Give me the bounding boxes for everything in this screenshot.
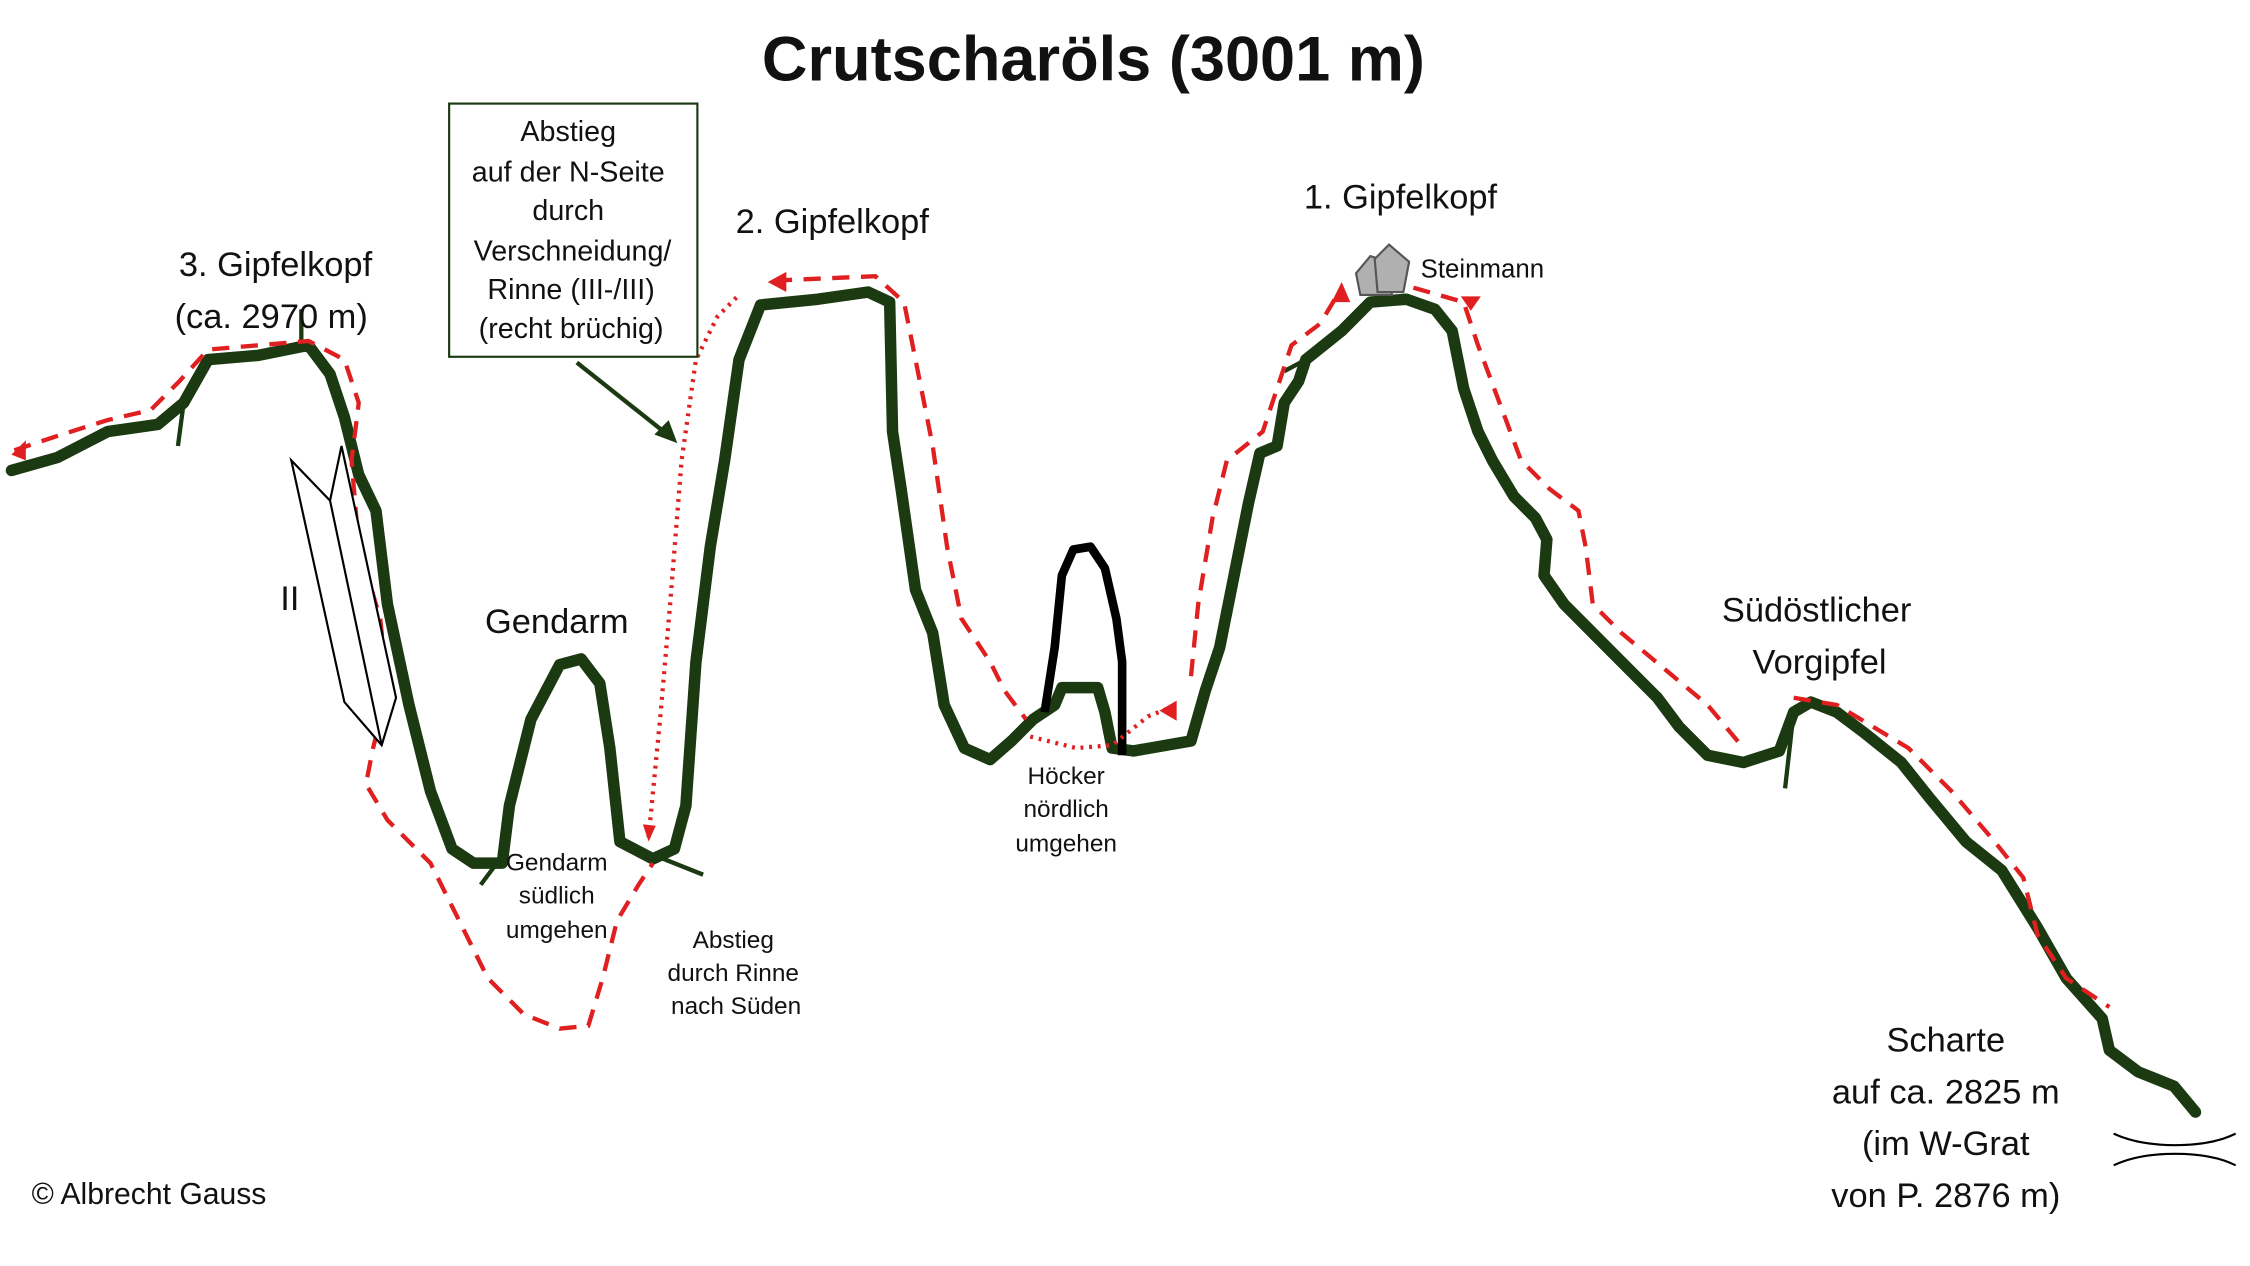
grade-label: II	[280, 580, 299, 618]
cairn-icon	[1354, 243, 1411, 296]
copyright: © Albrecht Gauss	[32, 1178, 267, 1211]
hump-bypass-note: nördlich	[1023, 796, 1108, 823]
pitch-marker-icon	[289, 445, 398, 748]
gendarm-bypass-note: Gendarm	[506, 849, 608, 876]
callout-line: durch	[532, 195, 604, 227]
callout-line: Abstieg	[520, 116, 616, 148]
route-dashed-3	[1188, 285, 2111, 1009]
descent-gully-note: Abstieg	[693, 927, 774, 954]
callout-line: (recht brüchig)	[479, 313, 664, 345]
route-dotted-north	[646, 293, 741, 838]
callout-arrowhead-icon	[654, 420, 678, 444]
callout-arrow	[575, 360, 669, 437]
callout-text: Abstieg auf der N-Seite durch Verschneid…	[472, 116, 672, 345]
ridge-line	[5, 286, 2202, 1118]
ridge-spikes	[175, 309, 1796, 887]
subsummit-label: Südöstlicher	[1722, 591, 1911, 629]
callout-line: Verschneidung/	[474, 235, 672, 267]
gendarm-label: Gendarm	[485, 603, 629, 641]
col-label: von P. 2876 m)	[1831, 1177, 2060, 1215]
hump-outline	[1040, 542, 1127, 756]
cairn-label: Steinmann	[1421, 256, 1544, 284]
route-dashed-2	[774, 274, 1028, 721]
callout-box	[448, 102, 699, 358]
col-label: auf ca. 2825 m	[1832, 1073, 2060, 1111]
peak3-elevation: (ca. 2970 m)	[175, 298, 368, 336]
callout-line: auf der N-Seite	[472, 156, 665, 188]
callout-line: Rinne (III-/III)	[487, 274, 654, 306]
peak3-label: 3. Gipfelkopf	[179, 246, 373, 284]
hump-bypass-note: Höcker	[1028, 763, 1105, 790]
peak1-label: 1. Gipfelkopf	[1304, 179, 1498, 217]
col-label: (im W-Grat	[1862, 1125, 2030, 1163]
descent-gully-note: nach Süden	[671, 993, 801, 1020]
hump-bypass-note: umgehen	[1015, 831, 1117, 858]
descent-gully-note: durch Rinne	[668, 960, 799, 987]
gendarm-bypass-note: umgehen	[506, 917, 608, 944]
col-label: Scharte	[1886, 1022, 2005, 1060]
diagram-title: Crutscharöls (3001 m)	[762, 24, 1425, 94]
peak2-label: 2. Gipfelkopf	[736, 203, 930, 241]
subsummit-label: Vorgipfel	[1753, 643, 1887, 681]
route-arrowheads	[11, 271, 1481, 842]
gendarm-bypass-note: südlich	[519, 882, 595, 909]
col-symbol-icon	[2113, 1132, 2237, 1167]
